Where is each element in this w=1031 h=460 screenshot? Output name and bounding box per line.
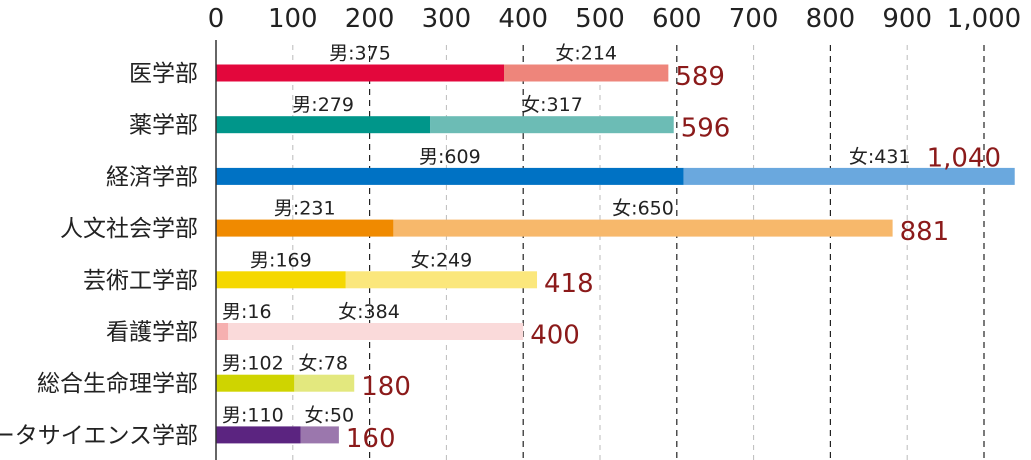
male-value-label-6: 男:102 [222, 353, 284, 375]
x-tick-label-0: 0 [208, 4, 225, 34]
male-value-label-0: 男:375 [329, 43, 391, 65]
category-label-5: 看護学部 [106, 320, 198, 346]
total-label-7: 160 [346, 424, 396, 454]
bar-female-1 [430, 116, 674, 134]
male-value-label-2: 男:609 [419, 146, 481, 168]
category-label-2: 経済学部 [106, 164, 198, 190]
male-value-label-5: 男:16 [222, 301, 272, 323]
male-value-label-1: 男:279 [292, 94, 354, 116]
x-axis-ticks: 0 100 200 300 400 500 600 700 800 900 1,000 [208, 4, 1021, 34]
total-label-3: 881 [900, 217, 950, 247]
bar-male-7 [216, 426, 301, 444]
x-tick-label-400: 400 [498, 4, 548, 34]
x-tick-label-900: 900 [882, 4, 932, 34]
female-value-label-4: 女:249 [411, 249, 473, 271]
grid-lines [292, 45, 985, 460]
category-label-7: データサイエンス学部 [0, 423, 198, 449]
bar-male-5 [216, 323, 229, 340]
x-tick-label-100: 100 [268, 4, 318, 34]
total-label-0: 589 [675, 62, 725, 92]
bars [216, 64, 1015, 444]
x-tick-label-500: 500 [575, 4, 625, 34]
category-label-3: 人文社会学部 [60, 216, 198, 242]
x-tick-label-300: 300 [422, 4, 472, 34]
bar-female-4 [345, 271, 538, 289]
bar-male-6 [216, 374, 295, 392]
bar-female-5 [228, 323, 524, 340]
x-tick-label-800: 800 [806, 4, 856, 34]
bar-male-0 [216, 64, 504, 82]
category-label-6: 総合生命理学部 [37, 371, 198, 397]
x-tick-label-1000: 1,000 [947, 4, 1021, 34]
x-tick-label-200: 200 [345, 4, 395, 34]
total-label-1: 596 [681, 114, 731, 144]
female-value-label-5: 女:384 [338, 301, 400, 323]
bar-male-2 [216, 167, 684, 185]
total-label-2: 1,040 [927, 143, 1001, 173]
category-label-4: 芸術工学部 [83, 268, 198, 294]
bar-male-3 [216, 219, 394, 237]
bar-male-4 [216, 271, 346, 289]
female-value-label-7: 女:50 [304, 404, 354, 426]
total-label-4: 418 [544, 269, 594, 299]
bar-female-0 [504, 64, 669, 82]
female-value-label-1: 女:317 [521, 94, 583, 116]
bar-female-2 [683, 167, 1015, 185]
male-value-label-7: 男:110 [222, 404, 284, 426]
x-tick-label-700: 700 [729, 4, 779, 34]
female-value-label-3: 女:650 [612, 198, 674, 220]
bar-female-7 [300, 426, 339, 444]
total-label-5: 400 [530, 321, 580, 351]
female-value-label-2: 女:431 [849, 146, 911, 168]
female-value-label-0: 女:214 [555, 43, 617, 65]
bar-female-3 [393, 219, 893, 237]
male-value-label-4: 男:169 [250, 249, 312, 271]
bar-female-6 [294, 374, 355, 392]
male-value-label-3: 男:231 [274, 198, 336, 220]
category-labels: 医学部 男:375 女:214 589 薬学部 男:279 女:317 596 経済学部 男:60… [0, 43, 1001, 454]
total-label-6: 180 [361, 372, 411, 402]
category-label-1: 薬学部 [129, 113, 198, 139]
female-value-label-6: 女:78 [298, 353, 348, 375]
category-label-0: 医学部 [129, 61, 198, 87]
x-tick-label-600: 600 [652, 4, 702, 34]
bar-male-1 [216, 116, 431, 134]
